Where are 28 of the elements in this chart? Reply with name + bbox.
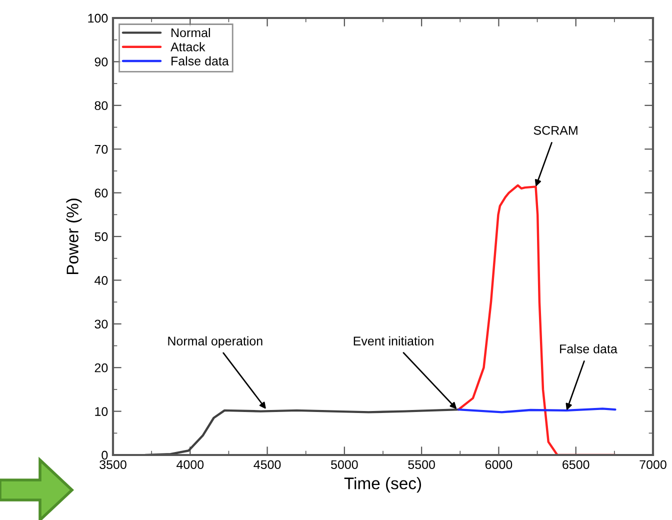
x-axis-title: Time (sec) [344, 477, 422, 493]
y-tick-label: 70 [94, 144, 108, 154]
x-tick-label: 3500 [100, 460, 126, 470]
annotation: Normal operation [168, 336, 262, 348]
x-tick-label: 4500 [254, 460, 281, 470]
annotation: Event initiation [354, 336, 434, 346]
x-tick-label: 4000 [176, 460, 204, 470]
y-tick-label: 60 [94, 188, 108, 198]
legend-label: Attack [170, 42, 206, 52]
x-tick-label: 5000 [331, 460, 358, 470]
y-tick-label: 0 [102, 450, 108, 460]
annotation: SCRAM [534, 126, 578, 135]
y-tick-label: 100 [88, 14, 108, 23]
y-axis-title: Power (%) [66, 198, 82, 274]
x-tick-label: 6000 [485, 460, 512, 470]
legend-label: False data [172, 56, 229, 66]
y-tick-label: 10 [95, 407, 108, 416]
y-tick-label: 80 [94, 101, 108, 110]
x-tick-label: 7000 [640, 460, 666, 470]
y-tick-label: 40 [94, 276, 108, 285]
legend-label: Normal [172, 28, 210, 38]
y-tick-label: 90 [94, 58, 108, 66]
y-tick-label: 50 [94, 232, 108, 242]
y-tick-label: 30 [94, 320, 108, 329]
x-tick-label: 6500 [562, 460, 590, 470]
annotation: False data [560, 344, 618, 354]
y-tick-label: 20 [94, 363, 108, 372]
x-tick-label: 5500 [408, 460, 435, 470]
